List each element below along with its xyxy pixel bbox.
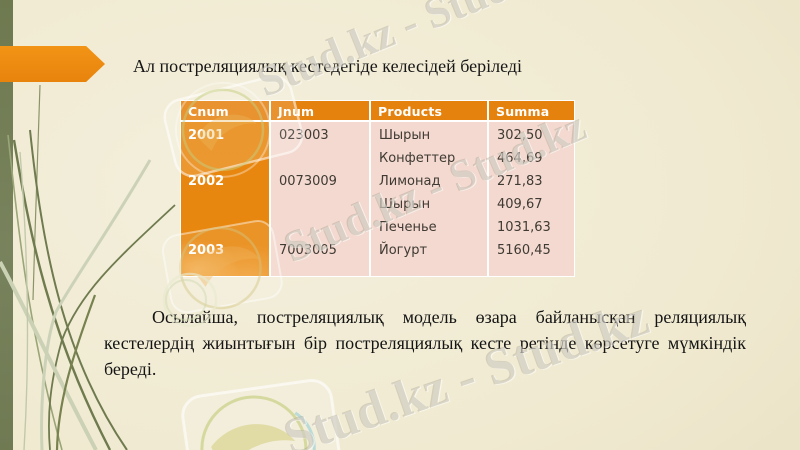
table-cell-product-5: Печенье <box>379 220 437 235</box>
arrow-icon <box>0 46 105 82</box>
table-cell-cnum-2003: 2003 <box>188 243 225 258</box>
table-cell-summa-1: 302,50 <box>497 128 543 143</box>
table-body-jnum: 023003 0073009 7003005 <box>271 122 369 276</box>
stud-logo-watermark-icon <box>181 378 341 450</box>
slide-title: Ал постреляциялық кестедегіде келесідей … <box>133 56 523 76</box>
paragraph-line: кестелердің жиынтығын бір постреляциялық… <box>104 333 746 353</box>
table-column-cnum: Cnum 2001 2002 2003 <box>181 101 269 276</box>
table-body-products: Шырын Конфеттер Лимонад Шырын Печенье Йо… <box>371 122 487 276</box>
table-header-cnum: Cnum <box>181 101 269 122</box>
table-cell-product-1: Шырын <box>379 128 431 143</box>
postrelational-table: Cnum 2001 2002 2003 Jnum 023003 0073009 … <box>180 100 575 277</box>
table-cell-jnum-3: 7003005 <box>279 243 337 258</box>
table-header-summa: Summa <box>489 101 574 122</box>
table-cell-summa-4: 409,67 <box>497 197 543 212</box>
table-column-products: Products Шырын Конфеттер Лимонад Шырын П… <box>371 101 487 276</box>
table-cell-summa-2: 464,69 <box>497 151 543 166</box>
paragraph-line: береді. <box>104 359 157 379</box>
table-cell-cnum-2002: 2002 <box>188 174 225 189</box>
table-cell-product-4: Шырын <box>379 197 431 212</box>
table-cell-product-3: Лимонад <box>379 174 441 189</box>
table-body-cnum: 2001 2002 2003 <box>181 122 269 276</box>
table-body-summa: 302,50 464,69 271,83 409,67 1031,63 5160… <box>489 122 574 276</box>
body-paragraph: Осылайша, постреляциялық модель өзара ба… <box>104 304 746 382</box>
table-header-jnum: Jnum <box>271 101 369 122</box>
table-cell-summa-3: 271,83 <box>497 174 543 189</box>
table-cell-cnum-2001: 2001 <box>188 128 225 143</box>
table-column-summa: Summa 302,50 464,69 271,83 409,67 1031,6… <box>489 101 574 276</box>
table-cell-jnum-2: 0073009 <box>279 174 337 189</box>
table-cell-summa-6: 5160,45 <box>497 243 551 258</box>
table-header-products: Products <box>371 101 487 122</box>
table-cell-product-2: Конфеттер <box>379 151 456 166</box>
table-cell-summa-5: 1031,63 <box>497 220 551 235</box>
paragraph-line: Осылайша, постреляциялық модель өзара ба… <box>152 307 746 327</box>
table-column-jnum: Jnum 023003 0073009 7003005 <box>271 101 369 276</box>
table-cell-jnum-1: 023003 <box>279 128 329 143</box>
table-cell-product-6: Йогурт <box>379 243 428 258</box>
grass-decoration <box>0 84 176 450</box>
